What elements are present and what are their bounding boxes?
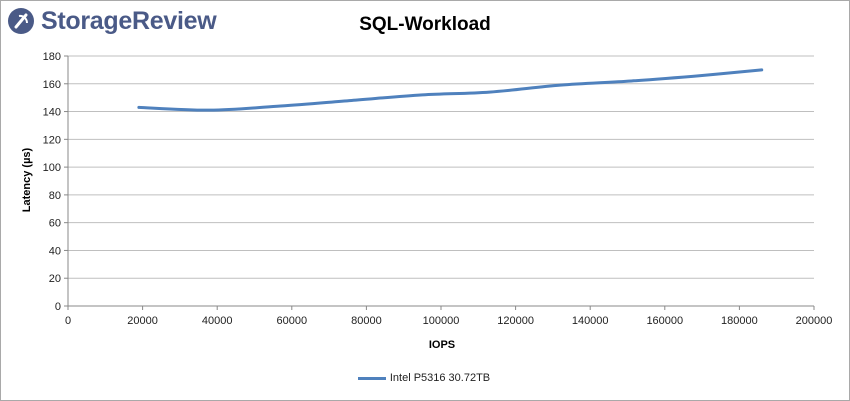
series-line	[137, 68, 764, 112]
x-tick-label: 140000	[572, 315, 609, 327]
series-group	[137, 68, 764, 112]
y-tick-label: 120	[43, 134, 61, 146]
y-tick-label: 160	[43, 79, 61, 91]
x-tick-label: 20000	[127, 315, 158, 327]
y-tick-label: 100	[43, 162, 61, 174]
y-tick-label: 20	[49, 273, 61, 285]
chart-title: SQL-Workload	[359, 14, 491, 35]
y-tick-label: 0	[55, 301, 61, 313]
x-tick-label: 160000	[646, 315, 683, 327]
y-tick-label: 60	[49, 218, 61, 230]
y-tick-label: 40	[49, 245, 61, 257]
y-axis-title: Latency (µs)	[21, 147, 33, 212]
x-tick-labels: 0 20000 40000 60000 80000 100000 120000 140000 1…	[65, 315, 832, 327]
x-tick-label: 200000	[796, 315, 833, 327]
x-tick-label: 60000	[277, 315, 308, 327]
x-tick-label: 80000	[351, 315, 382, 327]
y-tick-label: 140	[43, 107, 61, 119]
gridlines	[68, 55, 814, 279]
x-tick-label: 40000	[202, 315, 233, 327]
y-tick-label: 80	[49, 190, 61, 202]
x-axis-title: IOPS	[429, 339, 455, 351]
x-tick-label: 0	[65, 315, 71, 327]
storagereview-logo: StorageReview	[7, 5, 217, 37]
legend-swatch	[357, 376, 386, 380]
legend: Intel P5316 30.72TB	[0, 372, 848, 384]
brand-name: StorageReview	[41, 6, 217, 35]
axes	[64, 55, 815, 310]
x-tick-label: 180000	[721, 315, 758, 327]
y-tick-label: 180	[43, 51, 61, 63]
x-tick-label: 120000	[497, 315, 534, 327]
legend-label: Intel P5316 30.72TB	[389, 372, 491, 384]
storagereview-logo-icon	[8, 8, 34, 34]
y-tick-labels: 0 20 40 60 80 100 120 140 160 180	[43, 51, 61, 313]
x-tick-label: 100000	[423, 315, 460, 327]
